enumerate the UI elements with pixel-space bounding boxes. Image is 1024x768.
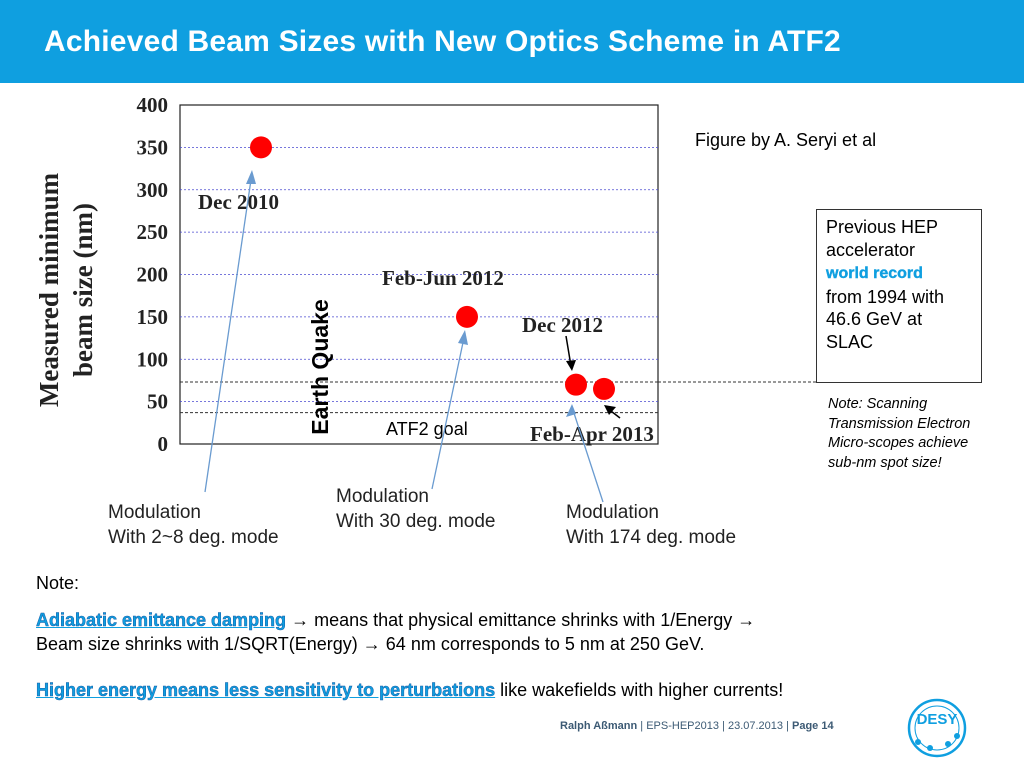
point-date-label: Feb-Apr 2013: [530, 422, 654, 446]
arrow-icon: →: [732, 610, 756, 630]
record-highlight: world record: [826, 265, 923, 282]
arrow-heads: [246, 170, 576, 417]
para2-text: like wakefields with higher currents!: [500, 680, 784, 700]
y-tick-label: 300: [137, 178, 169, 202]
emittance-paragraph: Adiabatic emittance damping → means that…: [36, 608, 1006, 656]
arrow-icon: →: [291, 610, 315, 630]
modulation-title: Modulation: [336, 486, 429, 507]
data-point: [456, 305, 478, 328]
record-line1: Previous HEP accelerator: [826, 217, 938, 260]
y-tick-label: 250: [137, 220, 169, 244]
record-box: Previous HEP accelerator world record fr…: [816, 209, 982, 383]
footer-author: Ralph Aßmann: [560, 720, 638, 732]
modulation-title: Modulation: [108, 502, 201, 523]
record-line2: from 1994 with 46.6 GeV at SLAC: [826, 286, 945, 352]
modulation-label-1: Modulation With 2~8 deg. mode: [108, 500, 279, 550]
slide-title: Achieved Beam Sizes with New Optics Sche…: [44, 25, 841, 58]
figure-credit: Figure by A. Seryi et al: [695, 130, 877, 150]
point-date-label: Dec 2010: [198, 190, 279, 214]
y-axis-label-line1: Measured minimum: [34, 172, 64, 407]
title-bar: Achieved Beam Sizes with New Optics Sche…: [0, 0, 1024, 83]
emittance-highlight: Adiabatic emittance damping: [36, 610, 287, 631]
modulation-label-2: Modulation With 30 deg. mode: [336, 484, 495, 534]
footer-event: EPS-HEP2013: [646, 720, 719, 732]
arrow-icon: →: [357, 634, 386, 654]
y-axis-label-line2: beam size (nm): [68, 203, 98, 377]
y-tick-label: 350: [137, 135, 169, 159]
para1-text1: means that physical emittance shrinks wi…: [314, 610, 733, 630]
footer-sep: |: [722, 720, 728, 732]
energy-paragraph: Higher energy means less sensitivity to …: [36, 678, 1006, 702]
modulation-mode: With 2~8 deg. mode: [108, 527, 279, 548]
footer-sep: |: [786, 720, 792, 732]
desy-logo: DESY: [907, 698, 967, 758]
data-points: Dec 2010 Feb-Jun 2012 Dec 2012 Feb-Apr 2013: [198, 136, 654, 446]
footer-date: 23.07.2013: [727, 720, 784, 732]
y-tick-label: 0: [158, 432, 169, 456]
y-tick-label: 50: [147, 390, 168, 414]
data-point: [250, 136, 272, 159]
modulation-mode: With 174 deg. mode: [566, 527, 737, 548]
modulation-mode: With 30 deg. mode: [336, 511, 496, 532]
earth-quake-label: Earth Quake: [307, 299, 333, 435]
energy-highlight: Higher energy means less sensitivity to …: [36, 680, 496, 701]
point-date-label: Feb-Jun 2012: [382, 266, 504, 290]
y-tick-label: 100: [137, 347, 169, 371]
note-label: Note:: [36, 573, 80, 593]
para1-text3: 64 nm corresponds to 5 nm at 250 GeV.: [385, 634, 705, 654]
y-tick-label: 400: [137, 93, 169, 117]
modulation-arrows: [204, 172, 604, 503]
y-tick-labels: 0 50 100 150 200 250 300 350 400: [137, 93, 169, 456]
footer-page: Page 14: [792, 720, 834, 732]
atf2-goal-label: ATF2 goal: [386, 419, 468, 439]
modulation-title: Modulation: [566, 502, 659, 523]
data-point: [593, 377, 615, 400]
scanning-note: Note: Scanning Transmission Electron Mic…: [828, 396, 971, 471]
footer: Ralph Aßmann | EPS-HEP2013 | 23.07.2013 …: [560, 720, 834, 732]
data-point: [565, 373, 587, 396]
footer-sep: |: [640, 720, 647, 732]
modulation-label-3: Modulation With 174 deg. mode: [566, 500, 736, 550]
y-tick-label: 150: [137, 305, 169, 329]
svg-text:DESY: DESY: [917, 711, 958, 728]
para1-text2: Beam size shrinks with 1/SQRT(Energy): [36, 634, 358, 654]
point-date-label: Dec 2012: [522, 313, 603, 337]
y-tick-label: 200: [137, 263, 169, 287]
